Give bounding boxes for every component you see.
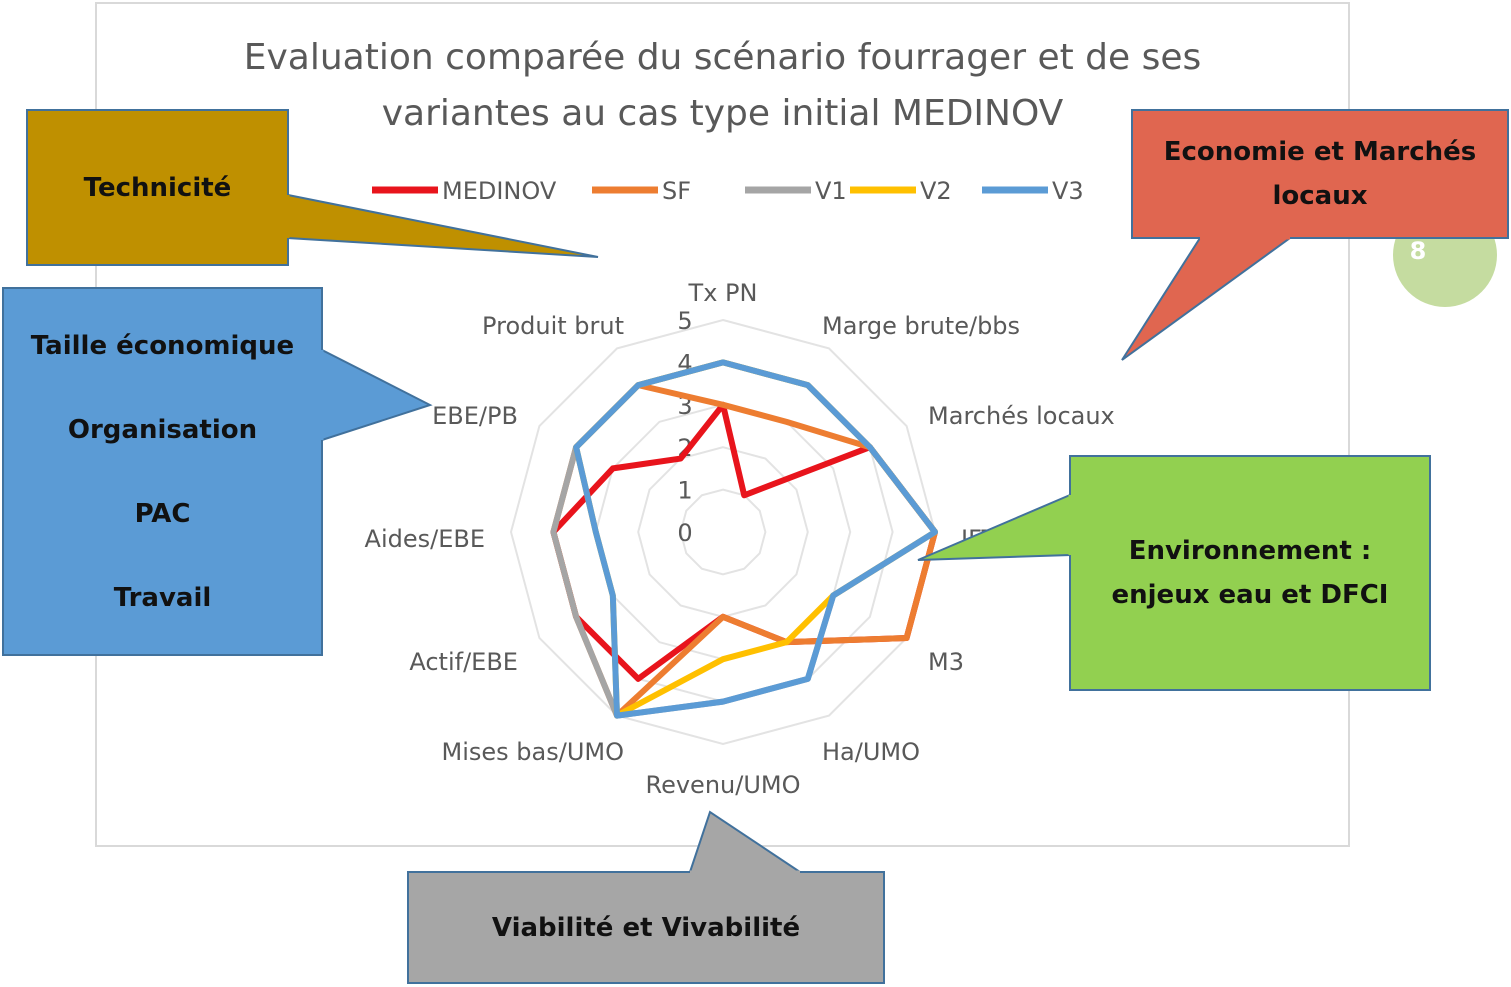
legend-label: SF <box>662 177 691 205</box>
axis-label: Mises bas/UMO <box>442 738 624 766</box>
callout-box <box>407 871 885 984</box>
callout-box <box>1131 109 1509 239</box>
grid-ring <box>509 318 937 746</box>
grid-ring <box>679 488 767 576</box>
axis-label: M3 <box>928 648 964 676</box>
callout-line: Travail <box>113 582 212 613</box>
callout-text: Environnement : enjeux eau et DFCI <box>1080 456 1420 690</box>
callout-line: Economie et Marchés locaux <box>1163 137 1477 211</box>
axis-label: Actif/EBE <box>409 648 518 676</box>
r-tick-label: 0 <box>677 519 692 547</box>
chart-title: Evaluation comparée du scénario fourrage… <box>243 37 1202 134</box>
callout-line: Viabilité et Vivabilité <box>491 912 801 943</box>
legend-label: V3 <box>1052 177 1084 205</box>
callout-line: Organisation <box>67 414 258 445</box>
axis-label: Aides/EBE <box>365 525 485 553</box>
callout-line: Taille économique <box>30 330 295 361</box>
callout-box <box>1069 455 1431 691</box>
axis-label: Ha/UMO <box>822 738 920 766</box>
callout-text: Technicité <box>37 110 278 265</box>
legend-label: V2 <box>920 177 952 205</box>
r-tick-label: 1 <box>677 477 692 505</box>
series-line <box>573 359 938 719</box>
axis-label: EBE/PB <box>432 402 518 430</box>
legend-label: V1 <box>815 177 847 205</box>
callout-text: Economie et Marchés locaux <box>1142 110 1498 238</box>
r-tick-label: 5 <box>677 307 692 335</box>
callout-box <box>2 287 323 656</box>
callout-box <box>26 109 289 266</box>
callout-text: Viabilité et Vivabilité <box>418 872 874 983</box>
axis-label: Revenu/UMO <box>645 771 800 799</box>
axis-label: Tx PN <box>688 279 758 307</box>
axis-label: Produit brut <box>482 312 624 340</box>
legend-label: MEDINOV <box>442 177 557 205</box>
axis-label: Marchés locaux <box>928 402 1115 430</box>
badge-text: 8 <box>1410 237 1427 265</box>
axis-label: Marge brute/bbs <box>822 312 1020 340</box>
callout-line: Environnement : enjeux eau et DFCI <box>1111 536 1389 610</box>
callout-text: Taille économique Organisation PAC Travail <box>13 288 312 655</box>
callout-line: PAC <box>134 498 191 529</box>
callout-line: Technicité <box>83 172 232 203</box>
